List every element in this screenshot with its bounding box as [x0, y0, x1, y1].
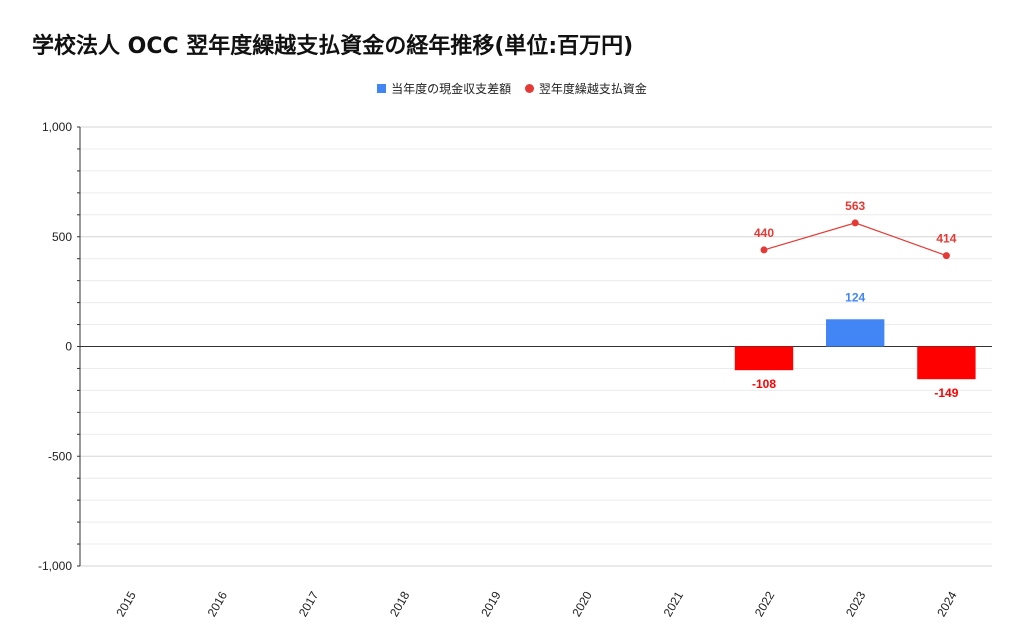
x-tick-label: 2016 [205, 589, 231, 619]
legend-item-cash-balance[interactable]: 当年度の現金収支差額 [377, 80, 511, 97]
legend-label-carryover: 翌年度繰越支払資金 [538, 82, 647, 96]
legend-item-carryover[interactable]: 翌年度繰越支払資金 [524, 80, 647, 97]
x-tick-label: 2021 [661, 589, 687, 619]
x-tick-label: 2015 [113, 589, 139, 619]
y-tick-label: -500 [48, 449, 72, 463]
carryover-point-2023[interactable] [851, 219, 859, 227]
x-tick-label: 2022 [752, 589, 778, 619]
legend: 当年度の現金収支差額 翌年度繰越支払資金 [0, 80, 1024, 97]
y-tick-label: -1,000 [38, 559, 72, 573]
x-tick-label: 2020 [569, 589, 595, 619]
line-data-label: 414 [936, 232, 956, 246]
line-data-label: 440 [754, 226, 774, 240]
chart-title: 学校法人 OCC 翌年度繰越支払資金の経年推移(単位:百万円) [32, 34, 634, 59]
legend-dot-swatch-icon [524, 84, 534, 93]
x-tick-label: 2024 [934, 589, 960, 619]
line-data-label: 563 [845, 199, 865, 213]
carryover-line [763, 222, 947, 257]
bar-2024[interactable] [917, 346, 976, 380]
x-tick-label: 2019 [478, 589, 504, 619]
y-tick-label: 0 [65, 340, 72, 354]
bar-data-label: 124 [845, 290, 865, 304]
x-tick-label: 2023 [843, 589, 869, 619]
bar-data-label: -149 [934, 386, 958, 400]
legend-bar-swatch-icon [377, 84, 387, 93]
bar-2023[interactable] [826, 319, 885, 347]
bar-data-label: -108 [752, 377, 776, 391]
y-tick-label: 1,000 [42, 120, 72, 134]
carryover-point-2024[interactable] [942, 252, 950, 260]
carryover-point-2022[interactable] [760, 246, 768, 254]
y-tick-label: 500 [52, 230, 72, 244]
x-tick-label: 2017 [296, 589, 322, 619]
legend-label-cash-balance: 当年度の現金収支差額 [391, 82, 512, 96]
x-tick-label: 2018 [387, 589, 413, 619]
bar-2022[interactable] [734, 346, 794, 371]
